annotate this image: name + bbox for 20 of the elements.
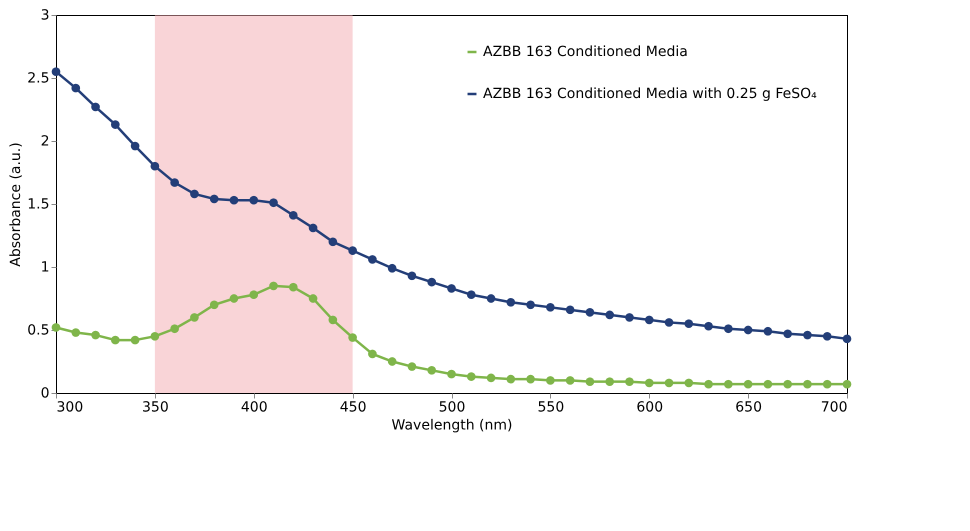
y-tick-label: 3	[40, 8, 50, 24]
y-tick-label: 2.5	[27, 70, 50, 86]
x-tick-label: 700	[820, 400, 848, 416]
y-tick-label: 1.5	[27, 196, 50, 212]
y-tick-label: 0	[40, 386, 50, 402]
legend-label: AZBB 163 Conditioned Media with 0.25 g FeSO₄	[483, 86, 818, 102]
y-axis-title: Absorbance (a.u.)	[8, 142, 24, 267]
y-tick-label: 2	[40, 134, 50, 150]
x-tick-label: 450	[340, 400, 366, 416]
legend-label: AZBB 163 Conditioned Media	[483, 44, 688, 60]
x-tick-label: 600	[636, 400, 664, 416]
y-tick-label: 1	[40, 260, 50, 276]
x-tick-label: 500	[438, 400, 466, 416]
x-tick-label: 400	[240, 400, 268, 416]
x-tick-label: 300	[56, 400, 84, 416]
x-tick-label: 550	[538, 400, 564, 416]
y-tick-label: 0.5	[27, 322, 50, 338]
x-axis-title: Wavelength (nm)	[392, 418, 512, 434]
x-tick-label: 350	[142, 400, 169, 416]
x-tick-label: 650	[735, 400, 762, 416]
